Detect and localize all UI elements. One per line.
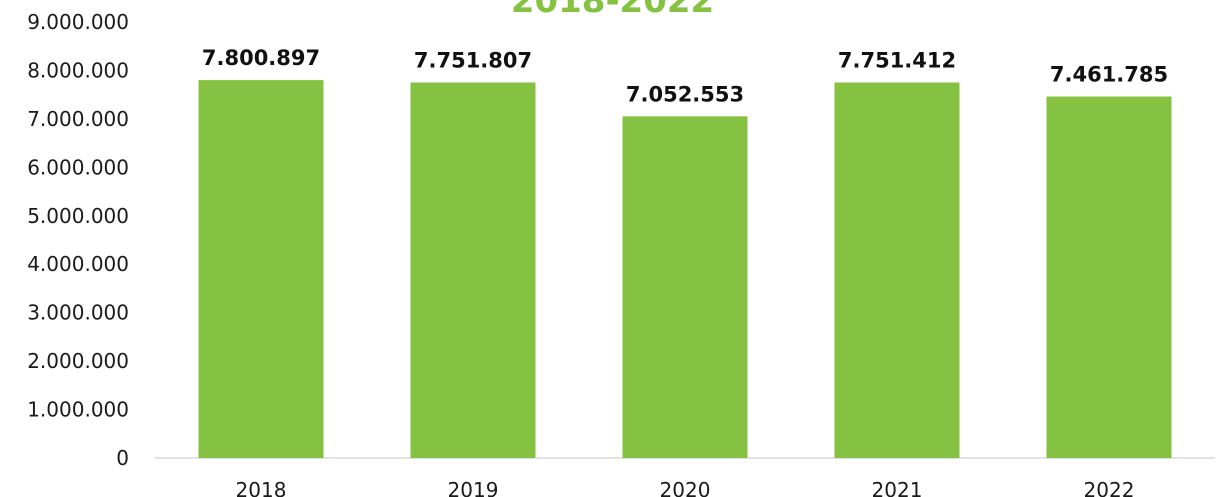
y-tick-label: 8.000.000 (27, 58, 129, 82)
data-label: 7.751.807 (414, 48, 532, 72)
x-tick-label: 2020 (660, 478, 711, 497)
y-tick-label: 4.000.000 (27, 252, 129, 276)
data-label: 7.052.553 (626, 82, 744, 106)
bars (198, 80, 1172, 459)
bar-2021 (834, 82, 960, 458)
bar-2022 (1046, 96, 1172, 458)
bar-2020 (622, 116, 748, 458)
x-tick-label: 2022 (1084, 478, 1135, 497)
data-labels: 7.800.897 7.751.807 7.052.553 7.751.412 7.46… (202, 46, 1168, 106)
x-tick-label: 2019 (448, 478, 499, 497)
bar-2018 (198, 80, 324, 459)
y-tick-label: 6.000.000 (27, 155, 129, 179)
y-tick-label: 5.000.000 (27, 204, 129, 228)
x-tick-label: 2018 (236, 478, 287, 497)
data-label: 7.751.412 (838, 48, 956, 72)
y-tick-label: 1.000.000 (27, 398, 129, 422)
y-tick-label: 7.000.000 (27, 107, 129, 131)
x-axis-ticks: 2018 2019 2020 2021 2022 (236, 478, 1135, 497)
data-label: 7.800.897 (202, 46, 320, 70)
data-label: 7.461.785 (1050, 63, 1168, 87)
bar-2019 (410, 82, 536, 458)
chart-title: 2018-2022 (510, 0, 715, 21)
y-tick-label: 0 (116, 446, 129, 470)
y-tick-label: 9.000.000 (27, 10, 129, 34)
y-tick-label: 3.000.000 (27, 301, 129, 325)
x-tick-label: 2021 (872, 478, 923, 497)
y-axis-ticks: 0 1.000.000 2.000.000 3.000.000 4.000.000 5.0… (27, 10, 129, 470)
y-tick-label: 2.000.000 (27, 349, 129, 373)
